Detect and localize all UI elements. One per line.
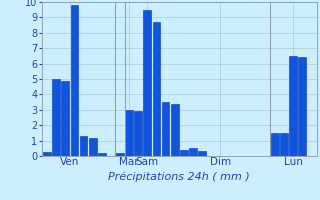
Bar: [134, 111, 142, 156]
Bar: [70, 5, 78, 156]
Bar: [153, 22, 160, 156]
Bar: [43, 152, 51, 156]
Bar: [116, 153, 124, 156]
Bar: [189, 148, 197, 156]
Bar: [61, 81, 69, 156]
Bar: [98, 153, 106, 156]
Bar: [271, 133, 279, 156]
Bar: [280, 133, 288, 156]
Bar: [289, 56, 297, 156]
Bar: [89, 138, 97, 156]
Bar: [80, 136, 87, 156]
Bar: [298, 57, 306, 156]
Bar: [162, 102, 169, 156]
Bar: [180, 150, 188, 156]
Bar: [143, 10, 151, 156]
Bar: [125, 110, 133, 156]
X-axis label: Précipitations 24h ( mm ): Précipitations 24h ( mm ): [108, 172, 250, 182]
Bar: [171, 104, 179, 156]
Bar: [198, 151, 206, 156]
Bar: [52, 79, 60, 156]
